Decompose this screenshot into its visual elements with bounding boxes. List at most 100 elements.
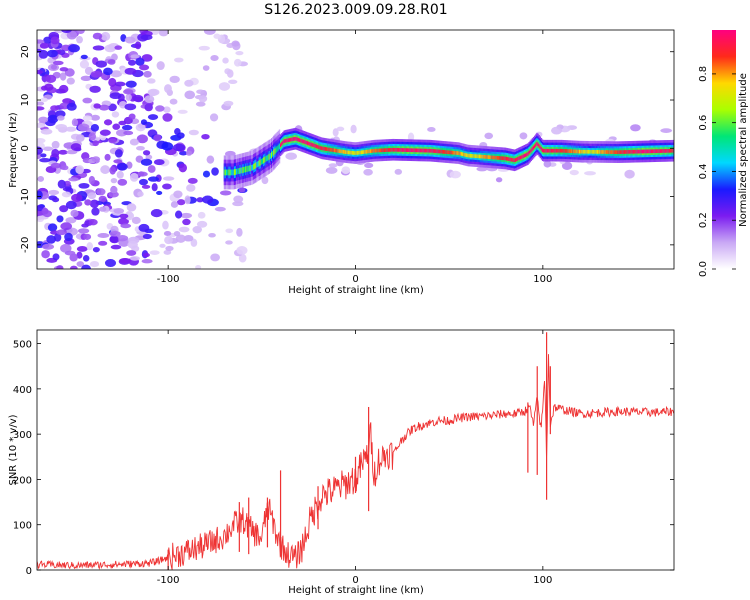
spectrogram-cell — [607, 150, 609, 154]
spectrogram-cell — [643, 149, 645, 154]
spectrogram-cell — [358, 150, 361, 155]
spectrogram-cell — [306, 141, 309, 145]
spectrogram-cell — [365, 149, 367, 154]
spectrogram-cell — [51, 148, 60, 158]
spectrogram-cell — [503, 156, 506, 161]
spectrogram-cell — [444, 150, 446, 154]
spectrogram-cell — [532, 145, 535, 150]
spectrogram-cell — [561, 161, 573, 170]
spectrogram-cell — [397, 148, 400, 152]
spectrogram-cell — [147, 176, 160, 182]
spectrogram-cell — [386, 148, 389, 152]
spectrogram-cell — [466, 153, 468, 158]
spectrogram-cell — [109, 230, 121, 237]
spectrogram-cell — [565, 149, 567, 153]
spectrogram-cell — [584, 171, 596, 176]
spectrogram-cell — [259, 159, 262, 166]
spectrogram-cell — [336, 148, 338, 153]
spectrogram-cell — [127, 240, 138, 249]
spectrogram-cell — [482, 154, 484, 159]
spectrogram-cell — [384, 148, 386, 153]
spectrogram-cell — [235, 51, 244, 56]
spectrogram-cell — [239, 167, 241, 174]
snr-y-label: SNR (10 * v/v) — [8, 414, 19, 485]
snr-plot-area — [37, 332, 674, 570]
spectrogram-cell — [261, 158, 264, 165]
spectrogram-cell — [656, 149, 658, 154]
spectrogram-cell — [309, 142, 311, 146]
spectrogram-cell — [129, 138, 139, 146]
spectrogram-cell — [600, 150, 602, 154]
spectrogram-cell — [644, 149, 646, 154]
spectrogram-cell — [86, 242, 94, 251]
spectrogram-cell — [250, 164, 253, 171]
spectrogram-cell — [517, 157, 519, 161]
spectrogram-cell — [481, 154, 483, 159]
spectrogram-cell — [232, 201, 244, 207]
spectrogram-cell — [55, 123, 68, 131]
spectrogram-cell — [559, 148, 562, 153]
spectrogram-cell — [429, 148, 431, 153]
spectrogram-cell — [41, 207, 49, 215]
spectrogram-cell — [483, 154, 485, 159]
spectrogram-cell — [172, 143, 185, 152]
spectrogram-cell — [119, 258, 131, 264]
spectrogram-cell — [394, 168, 403, 175]
spectrogram-cell — [529, 149, 531, 154]
spectrogram-cell — [108, 77, 117, 87]
spectrogram-cell — [165, 245, 174, 252]
spectrogram-cell — [228, 79, 238, 85]
spectrogram-cell — [447, 150, 449, 155]
spectrogram-cell — [302, 139, 304, 144]
spectrogram-x-ticks: -100 0 100 — [157, 30, 552, 285]
spectrogram-cell — [593, 149, 595, 154]
spectrogram-cell — [530, 148, 533, 153]
spectrogram-cell — [526, 152, 528, 157]
spectrogram-cell — [380, 148, 382, 153]
spectrogram-cell — [84, 199, 92, 206]
spectrogram-cell — [142, 150, 151, 156]
spectrogram-cell — [66, 77, 75, 85]
spectrogram-cell — [508, 157, 510, 161]
spectrogram-cell — [543, 160, 552, 168]
spectrogram-cell — [313, 143, 316, 148]
spectrogram-cell — [50, 64, 58, 70]
spectrogram-cell — [341, 166, 351, 174]
spectrogram-cell — [38, 49, 49, 59]
spectrogram-cell — [283, 139, 285, 144]
spectrogram-cell — [45, 74, 57, 84]
spectrogram-cell — [137, 171, 148, 177]
spectrogram-cell — [61, 44, 71, 52]
spectrogram-cell — [110, 70, 123, 78]
spectrogram-cell — [544, 148, 546, 153]
spectrogram-cell — [646, 149, 648, 154]
spectrogram-cell — [98, 240, 108, 246]
spectrogram-cell — [187, 177, 198, 184]
spectrogram-cell — [285, 152, 297, 160]
spectrogram-cell — [37, 138, 46, 144]
spectrogram-cell — [109, 92, 122, 100]
spectrogram-cell — [177, 109, 188, 114]
spectrogram-cell — [260, 158, 263, 165]
spectrogram-cell — [117, 162, 128, 171]
spectrogram-cell — [91, 156, 101, 163]
spectrogram-cell — [536, 142, 538, 146]
spectrogram-cell — [437, 149, 439, 154]
spectrogram-cell — [66, 102, 77, 111]
spectrogram-cell — [111, 111, 120, 118]
spectrogram-cell — [104, 259, 117, 267]
spectrogram-cell — [119, 213, 129, 219]
spectrogram-cell — [112, 123, 121, 130]
spectrogram-cell — [169, 75, 180, 84]
spectrogram-cell — [369, 149, 372, 154]
snr-x-ticks: -100 0 100 — [157, 330, 552, 586]
spectrogram-cell — [159, 243, 166, 248]
spectrogram-cell — [59, 205, 69, 213]
spectrogram-cell — [91, 207, 100, 216]
spectrogram-cell — [465, 153, 467, 157]
spectrogram-cell — [495, 155, 498, 160]
spectrogram-cell — [90, 124, 99, 132]
spectrogram-cell — [407, 132, 415, 142]
spectrogram-cell — [114, 45, 123, 50]
spectrogram-cell — [412, 148, 415, 153]
